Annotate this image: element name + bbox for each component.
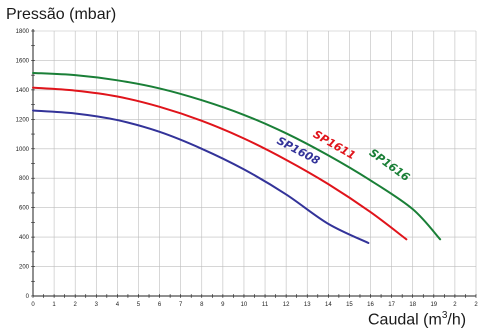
y-tick-label: 1800 <box>16 29 30 35</box>
y-tick-label: 1400 <box>16 88 30 94</box>
x-tick-label: 7 <box>179 302 183 308</box>
x-tick-label: 11 <box>262 302 269 308</box>
x-tick-label: 18 <box>409 302 416 308</box>
y-axis-title: Pressão (mbar) <box>6 6 117 23</box>
series-line-sp1608 <box>32 109 370 244</box>
x-tick-label: 12 <box>283 302 290 308</box>
y-tick-label: 1000 <box>16 147 30 153</box>
series-lines <box>32 71 442 244</box>
x-tick-label: 17 <box>388 302 395 308</box>
grid <box>33 30 477 296</box>
x-axis-title-suffix: /h) <box>447 311 467 329</box>
x-tick-label: 2 <box>474 302 478 308</box>
y-tick-label: 1600 <box>16 58 30 64</box>
x-axis-title-superscript: 3 <box>441 310 448 321</box>
series-label-sp1616: SP1616 <box>367 146 413 184</box>
x-tick-label: 10 <box>241 302 248 308</box>
x-tick-label: 2 <box>74 302 78 308</box>
ticks: 0 1 2 3 4 5 6 7 8 9 10 11 12 13 14 15 16 17 18 19 2 202004006… <box>16 29 479 308</box>
x-tick-label: 0 <box>31 302 35 308</box>
y-tick-label: 200 <box>19 265 30 271</box>
y-tick-label: 0 <box>26 294 30 300</box>
y-tick-label: 1200 <box>16 117 30 123</box>
x-axis-title: Caudal (m3/h) <box>368 310 466 329</box>
axes <box>31 29 477 298</box>
y-tick-label: 400 <box>19 235 30 241</box>
y-tick-label: 600 <box>19 206 30 212</box>
x-tick-label: 19 <box>430 302 437 308</box>
x-tick-label: 6 <box>158 302 162 308</box>
x-axis-title-prefix: Caudal (m <box>368 311 442 329</box>
x-tick-label: 13 <box>304 302 311 308</box>
series-line-sp1616 <box>32 71 442 241</box>
x-tick-label: 8 <box>200 302 204 308</box>
x-tick-label: 15 <box>346 302 353 308</box>
y-tick-label: 800 <box>19 176 30 182</box>
x-tick-label: 2 <box>453 302 457 308</box>
x-tick-label: 14 <box>325 302 332 308</box>
x-tick-label: 16 <box>367 302 374 308</box>
series-line-sp1611 <box>32 86 408 241</box>
x-tick-label: 1 <box>52 302 56 308</box>
x-tick-label: 9 <box>221 302 225 308</box>
x-tick-label: 4 <box>116 302 120 308</box>
x-tick-label: 3 <box>95 302 99 308</box>
x-tick-label: 5 <box>137 302 141 308</box>
